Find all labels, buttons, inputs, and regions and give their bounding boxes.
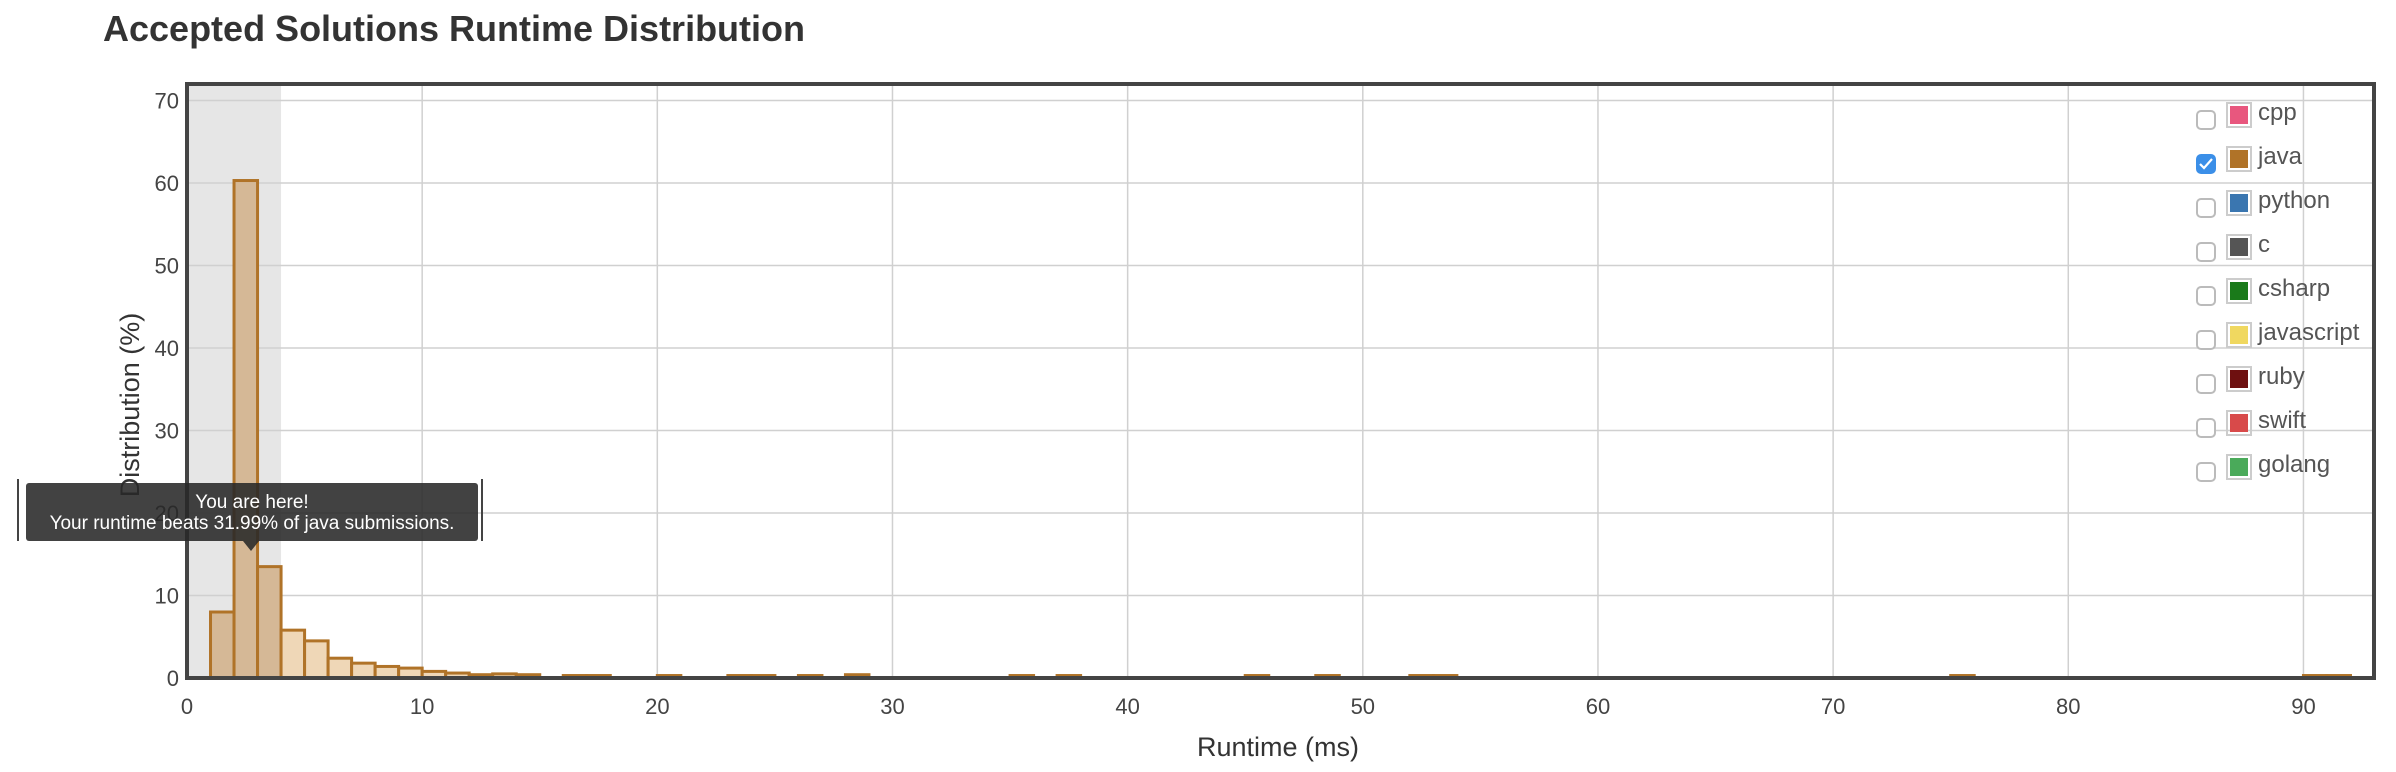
legend-item-cpp[interactable]: cpp [2196, 98, 2359, 142]
x-tick-label: 50 [1351, 694, 1375, 719]
x-tick-label: 30 [880, 694, 904, 719]
runtime-tooltip: You are here! Your runtime beats 31.99% … [26, 483, 478, 541]
plot-frame [185, 82, 2376, 680]
tooltip-arrow [243, 541, 259, 551]
legend-swatch [2226, 322, 2252, 348]
x-tick-label: 80 [2056, 694, 2080, 719]
x-tick-label: 60 [1586, 694, 1610, 719]
histogram-bar[interactable] [232, 179, 260, 680]
legend-swatch [2226, 454, 2252, 480]
y-tick-label: 70 [155, 89, 179, 114]
y-tick-label: 50 [155, 254, 179, 279]
x-tick-label: 90 [2291, 694, 2315, 719]
x-tick-label: 70 [1821, 694, 1845, 719]
tooltip-text: Your runtime beats 31.99% of java submis… [49, 513, 455, 534]
checkbox-python[interactable] [2196, 198, 2216, 218]
language-legend: cpp java python c csharp javascript ruby swift g… [2196, 98, 2359, 494]
x-tick-label: 0 [181, 694, 193, 719]
checkbox-c[interactable] [2196, 242, 2216, 262]
tooltip-frame [17, 479, 483, 541]
y-tick-label: 40 [155, 336, 179, 361]
x-tick-label: 10 [410, 694, 434, 719]
legend-label: csharp [2258, 275, 2331, 302]
checkbox-ruby[interactable] [2196, 374, 2216, 394]
y-tick-label: 60 [155, 171, 179, 196]
check-icon [2199, 158, 2213, 170]
legend-label: python [2258, 187, 2331, 214]
legend-swatch [2226, 366, 2252, 392]
legend-label: swift [2258, 407, 2306, 434]
histogram-bar[interactable] [256, 565, 283, 680]
checkbox-java[interactable] [2196, 154, 2216, 174]
legend-item-swift[interactable]: swift [2196, 406, 2359, 450]
legend-label: golang [2258, 451, 2331, 478]
legend-item-java[interactable]: java [2196, 142, 2359, 186]
legend-swatch [2226, 190, 2252, 216]
legend-label: c [2258, 231, 2270, 258]
y-tick-label: 30 [155, 419, 179, 444]
checkbox-javascript[interactable] [2196, 330, 2216, 350]
histogram-bar[interactable] [326, 656, 354, 680]
legend-label: java [2258, 143, 2303, 170]
legend-label: ruby [2258, 363, 2305, 390]
y-tick-label: 0 [167, 666, 179, 691]
legend-swatch [2226, 410, 2252, 436]
tooltip-title: You are here! [195, 492, 309, 513]
y-axis-label: Distribution (%) [115, 313, 145, 498]
legend-item-javascript[interactable]: javascript [2196, 318, 2359, 362]
legend-swatch [2226, 102, 2252, 128]
page-title: Accepted Solutions Runtime Distribution [103, 8, 806, 49]
histogram-bar[interactable] [209, 610, 236, 680]
x-tick-label: 20 [645, 694, 669, 719]
checkbox-swift[interactable] [2196, 418, 2216, 438]
legend-swatch [2226, 146, 2252, 172]
histogram-bar[interactable] [303, 639, 330, 680]
x-axis-label: Runtime (ms) [1197, 732, 1359, 762]
checkbox-golang[interactable] [2196, 462, 2216, 482]
legend-label: cpp [2258, 99, 2297, 126]
histogram-bar[interactable] [279, 628, 307, 680]
checkbox-cpp[interactable] [2196, 110, 2216, 130]
legend-item-python[interactable]: python [2196, 186, 2359, 230]
legend-item-csharp[interactable]: csharp [2196, 274, 2359, 318]
legend-label: javascript [2258, 319, 2360, 346]
checkbox-csharp[interactable] [2196, 286, 2216, 306]
legend-swatch [2226, 234, 2252, 260]
legend-item-ruby[interactable]: ruby [2196, 362, 2359, 406]
y-tick-label: 10 [155, 584, 179, 609]
legend-item-golang[interactable]: golang [2196, 450, 2359, 494]
x-tick-label: 40 [1115, 694, 1139, 719]
legend-swatch [2226, 278, 2252, 304]
legend-item-c[interactable]: c [2196, 230, 2359, 274]
histogram-bar[interactable] [350, 661, 377, 680]
